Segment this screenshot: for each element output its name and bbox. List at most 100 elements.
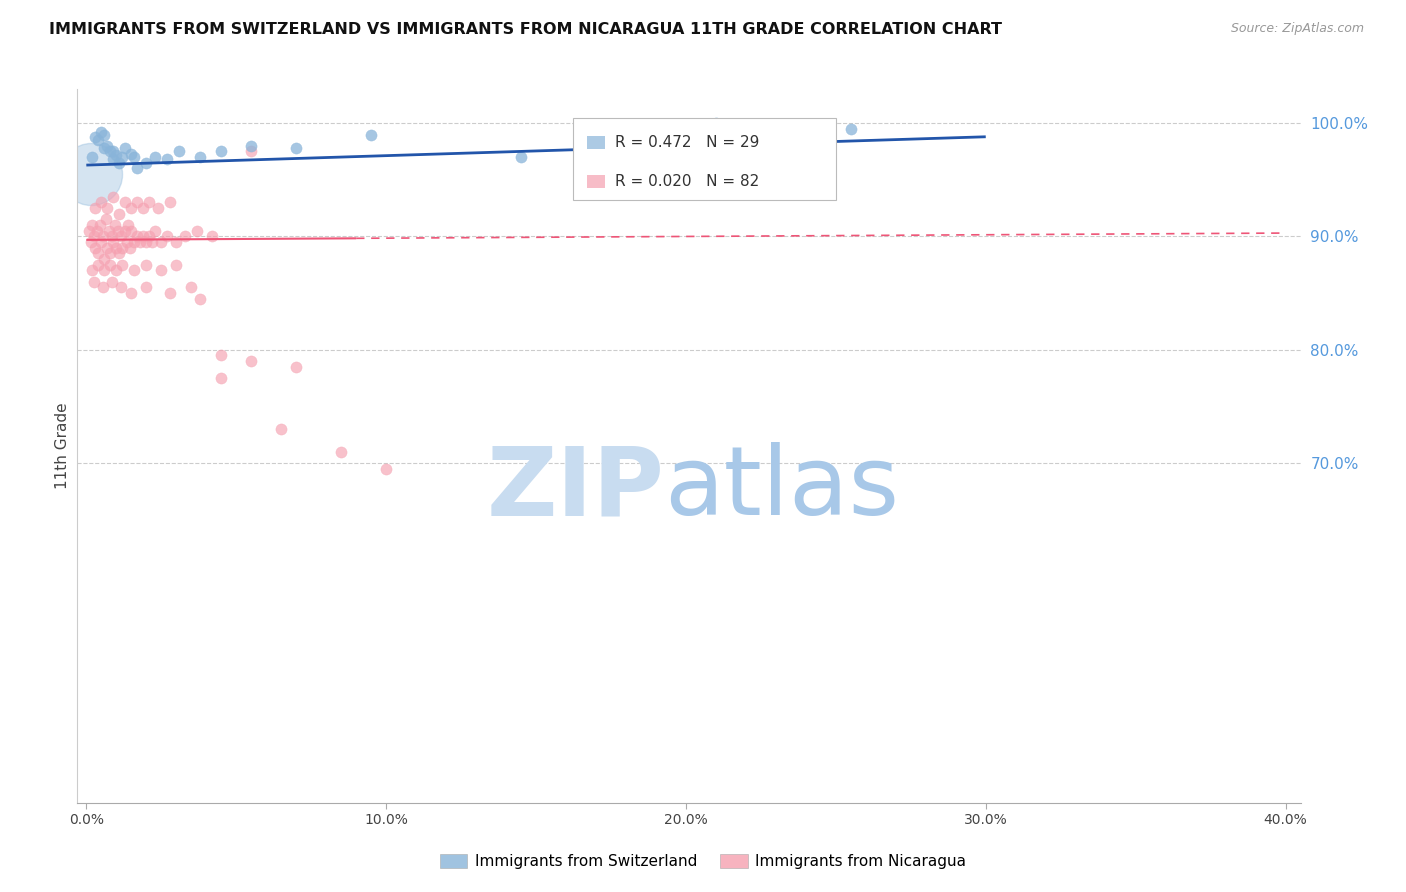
- Point: [138, 195, 160, 210]
- Point: [101, 229, 124, 244]
- Point: [90, 125, 112, 139]
- Point: [110, 229, 132, 244]
- Point: [180, 280, 202, 294]
- Point: [86, 224, 108, 238]
- Point: [138, 229, 160, 244]
- Point: [91, 229, 114, 244]
- Point: [111, 241, 134, 255]
- Point: [188, 150, 211, 164]
- Point: [209, 371, 232, 385]
- Point: [124, 263, 146, 277]
- Point: [240, 354, 263, 368]
- Point: [103, 145, 125, 159]
- Point: [96, 138, 118, 153]
- Point: [111, 150, 134, 164]
- Point: [90, 195, 112, 210]
- Point: [108, 246, 131, 260]
- Point: [169, 145, 191, 159]
- Point: [285, 359, 308, 374]
- Point: [159, 286, 181, 301]
- Point: [91, 280, 114, 294]
- Point: [127, 195, 149, 210]
- Point: [103, 153, 125, 167]
- Point: [156, 153, 179, 167]
- Text: IMMIGRANTS FROM SWITZERLAND VS IMMIGRANTS FROM NICARAGUA 11TH GRADE CORRELATION : IMMIGRANTS FROM SWITZERLAND VS IMMIGRANT…: [49, 22, 1002, 37]
- Point: [510, 150, 533, 164]
- Point: [98, 258, 121, 272]
- Point: [143, 150, 166, 164]
- Point: [87, 246, 110, 260]
- Point: [135, 235, 157, 249]
- Text: R = 0.472   N = 29: R = 0.472 N = 29: [614, 135, 759, 150]
- Point: [141, 235, 163, 249]
- Point: [132, 229, 155, 244]
- Point: [79, 224, 101, 238]
- Point: [120, 286, 142, 301]
- Point: [98, 145, 121, 159]
- Point: [82, 218, 104, 232]
- Point: [117, 218, 139, 232]
- Point: [114, 195, 136, 210]
- Point: [150, 235, 173, 249]
- Point: [156, 229, 179, 244]
- Point: [150, 263, 173, 277]
- Point: [124, 235, 146, 249]
- Point: [82, 263, 104, 277]
- Point: [87, 133, 110, 147]
- Point: [82, 150, 104, 164]
- Point: [97, 224, 120, 238]
- Text: Source: ZipAtlas.com: Source: ZipAtlas.com: [1230, 22, 1364, 36]
- Point: [115, 235, 138, 249]
- Point: [114, 224, 136, 238]
- FancyBboxPatch shape: [572, 118, 835, 200]
- Text: atlas: atlas: [665, 442, 900, 535]
- Point: [80, 167, 103, 181]
- Point: [104, 218, 127, 232]
- Point: [704, 116, 727, 130]
- Point: [240, 145, 263, 159]
- Point: [135, 280, 157, 294]
- Point: [93, 263, 115, 277]
- Point: [108, 156, 131, 170]
- Point: [105, 148, 128, 162]
- Point: [186, 224, 208, 238]
- Point: [93, 128, 115, 142]
- Point: [103, 235, 125, 249]
- Point: [209, 145, 232, 159]
- Point: [120, 146, 142, 161]
- Point: [94, 212, 117, 227]
- FancyBboxPatch shape: [588, 136, 605, 149]
- Point: [105, 241, 128, 255]
- Point: [209, 348, 232, 362]
- Point: [105, 263, 128, 277]
- Point: [360, 128, 382, 142]
- Point: [108, 207, 131, 221]
- Point: [111, 258, 134, 272]
- Point: [84, 241, 107, 255]
- Y-axis label: 11th Grade: 11th Grade: [55, 402, 70, 490]
- Point: [165, 258, 187, 272]
- Point: [165, 235, 187, 249]
- Point: [110, 280, 132, 294]
- Point: [124, 150, 146, 164]
- Point: [159, 195, 181, 210]
- Point: [839, 121, 862, 136]
- Point: [89, 218, 111, 232]
- Text: ZIP: ZIP: [486, 442, 665, 535]
- Point: [143, 224, 166, 238]
- Point: [84, 129, 107, 144]
- Point: [83, 275, 105, 289]
- Point: [84, 201, 107, 215]
- Point: [270, 422, 292, 436]
- Point: [80, 235, 103, 249]
- Text: R = 0.020   N = 82: R = 0.020 N = 82: [614, 174, 759, 189]
- Point: [83, 229, 105, 244]
- Point: [120, 224, 142, 238]
- Point: [114, 141, 136, 155]
- Point: [135, 156, 157, 170]
- Point: [201, 229, 224, 244]
- Point: [96, 201, 118, 215]
- Point: [188, 292, 211, 306]
- Point: [107, 224, 129, 238]
- Point: [240, 138, 263, 153]
